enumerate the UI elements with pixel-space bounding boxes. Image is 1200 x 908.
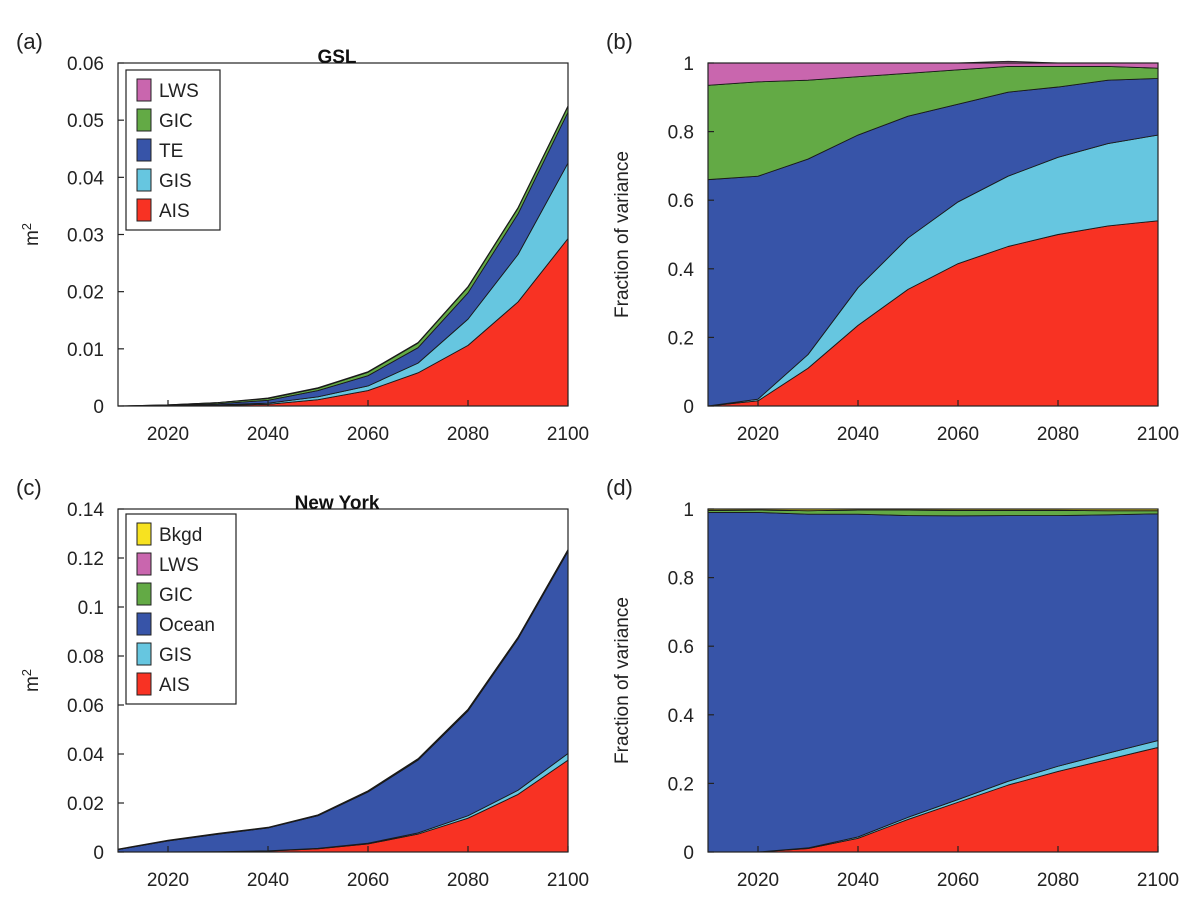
legend-box — [125, 513, 237, 705]
x-tick-label: 2040 — [837, 424, 879, 445]
legend-label-ais: AIS — [159, 675, 190, 696]
legend-swatch-ais — [136, 672, 152, 696]
x-tick-label: 2080 — [447, 870, 489, 891]
x-tick-label: 2020 — [737, 424, 779, 445]
panel-label: (b) — [606, 29, 633, 54]
y-tick-label: 0 — [683, 397, 694, 418]
legend-label-gis: GIS — [159, 171, 192, 192]
legend-label-gic: GIC — [159, 111, 193, 132]
y-tick-label: 0.04 — [67, 745, 104, 766]
plot-frame — [117, 508, 569, 853]
y-axis-label: Fraction of variance — [612, 597, 633, 764]
y-tick-label: 0 — [93, 397, 104, 418]
x-tick-label: 2040 — [247, 870, 289, 891]
y-tick-label: 0.6 — [668, 637, 694, 658]
x-tick-label: 2060 — [347, 870, 389, 891]
y-tick-label: 0.4 — [668, 260, 695, 281]
panel-b: 2020 2040 2060 2080 2100 0 0.2 0.4 0.6 0.8 1 (b) Fra… — [606, 29, 1179, 445]
x-tick-label: 2100 — [1137, 424, 1179, 445]
legend-label-ocean: Ocean — [159, 615, 215, 636]
y-tick-label: 0.02 — [67, 794, 104, 815]
x-tick-label: 2040 — [837, 870, 879, 891]
y-tick-label: 0.05 — [67, 111, 104, 132]
legend-label-gic: GIC — [159, 585, 193, 606]
legend: Bkgd LWS GIC Ocean GIS AIS — [125, 513, 237, 705]
x-tick-label: 2100 — [547, 870, 589, 891]
y-axis-label: Fraction of variance — [612, 151, 633, 318]
panel-c: 2020 2040 2060 2080 2100 0 0.02 0.04 0.06 0.08 0.1… — [16, 475, 589, 891]
y-tick-label: 0.12 — [67, 549, 104, 570]
x-tick-label: 2100 — [547, 424, 589, 445]
y-tick-label: 0.8 — [668, 569, 694, 590]
y-tick-label: 0.06 — [67, 54, 104, 75]
x-tick-label: 2060 — [937, 870, 979, 891]
legend-swatch-gic — [136, 582, 152, 606]
y-tick-label: 0.4 — [668, 706, 695, 727]
legend-swatch-gis — [136, 168, 152, 192]
panel-a: 2020 2040 2060 2080 2100 0 0.01 0.02 0.03 0.04 0.0… — [16, 29, 589, 445]
y-tick-label: 0.2 — [668, 774, 694, 795]
y-tick-label: 0.1 — [78, 598, 104, 619]
chart-title: New York — [295, 493, 380, 514]
legend-label-ais: AIS — [159, 201, 190, 222]
legend-swatch-ais — [136, 198, 152, 222]
y-axis-label: m2 — [19, 669, 44, 692]
panel-label: (c) — [16, 475, 42, 500]
plot-frame — [707, 62, 1159, 407]
y-tick-label: 0.04 — [67, 168, 104, 189]
x-tick-label: 2060 — [937, 424, 979, 445]
x-tick-label: 2040 — [247, 424, 289, 445]
legend-swatch-gic — [136, 108, 152, 132]
legend-label-bkgd: Bkgd — [159, 525, 202, 546]
y-tick-label: 0.06 — [67, 696, 104, 717]
x-tick-label: 2020 — [147, 424, 189, 445]
y-tick-label: 0.14 — [67, 500, 104, 521]
y-tick-label: 0 — [93, 843, 104, 864]
legend: LWS GIC TE GIS AIS — [125, 69, 221, 231]
y-tick-label: 0.02 — [67, 283, 104, 304]
panel-label: (a) — [16, 29, 43, 54]
panel-d: 2020 2040 2060 2080 2100 0 0.2 0.4 0.6 0.8 1 (d) Fra… — [606, 475, 1179, 891]
legend-label-lws: LWS — [159, 81, 199, 102]
legend-label-gis: GIS — [159, 645, 192, 666]
legend-label-lws: LWS — [159, 555, 199, 576]
chart-title: GSL — [317, 47, 356, 68]
x-tick-label: 2020 — [737, 870, 779, 891]
y-tick-label: 0.03 — [67, 226, 104, 247]
y-tick-label: 1 — [683, 54, 694, 75]
x-tick-label: 2080 — [1037, 870, 1079, 891]
plot-frame — [707, 508, 1159, 853]
legend-swatch-bkgd — [136, 522, 152, 546]
x-tick-label: 2100 — [1137, 870, 1179, 891]
y-tick-label: 0.2 — [668, 328, 694, 349]
legend-swatch-ocean — [136, 612, 152, 636]
x-tick-label: 2080 — [1037, 424, 1079, 445]
legend-label-te: TE — [159, 141, 183, 162]
y-tick-label: 0.08 — [67, 647, 104, 668]
legend-swatch-gis — [136, 642, 152, 666]
y-tick-label: 0.8 — [668, 123, 694, 144]
legend-swatch-lws — [136, 552, 152, 576]
panel-label: (d) — [606, 475, 633, 500]
x-tick-label: 2020 — [147, 870, 189, 891]
y-axis-label: m2 — [19, 223, 44, 246]
y-tick-label: 0 — [683, 843, 694, 864]
x-tick-label: 2060 — [347, 424, 389, 445]
y-tick-label: 0.6 — [668, 191, 694, 212]
legend-swatch-lws — [136, 78, 152, 102]
legend-swatch-te — [136, 138, 152, 162]
y-tick-label: 0.01 — [67, 340, 104, 361]
x-tick-label: 2080 — [447, 424, 489, 445]
y-tick-label: 1 — [683, 500, 694, 521]
